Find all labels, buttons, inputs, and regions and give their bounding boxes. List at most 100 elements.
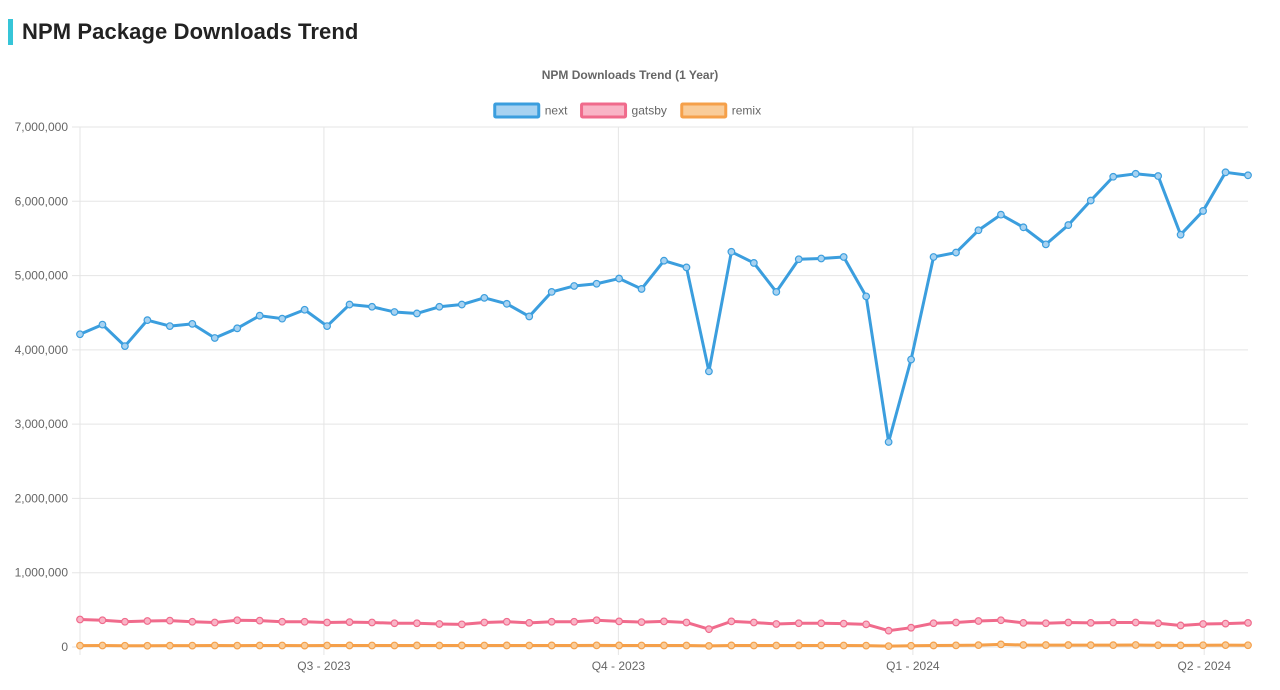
data-point-next[interactable] [749, 259, 758, 267]
data-point-remix[interactable] [121, 641, 129, 650]
data-point-next[interactable] [592, 279, 601, 288]
data-point-next[interactable] [839, 253, 848, 261]
data-point-remix[interactable] [907, 641, 915, 650]
data-point-remix[interactable] [188, 641, 197, 650]
data-point-next[interactable] [165, 322, 174, 330]
data-point-gatsby[interactable] [997, 616, 1005, 625]
data-point-remix[interactable] [1154, 641, 1163, 650]
data-point-remix[interactable] [368, 641, 376, 650]
data-point-next[interactable] [480, 293, 489, 302]
data-point-remix[interactable] [570, 641, 579, 650]
data-point-remix[interactable] [300, 641, 309, 650]
data-point-gatsby[interactable] [1199, 620, 1207, 628]
data-point-next[interactable] [952, 248, 960, 257]
data-point-gatsby[interactable] [413, 619, 421, 628]
data-point-remix[interactable] [457, 641, 466, 650]
data-point-remix[interactable] [929, 641, 938, 650]
data-point-next[interactable] [615, 274, 623, 283]
data-point-gatsby[interactable] [502, 617, 511, 626]
data-point-remix[interactable] [323, 641, 331, 650]
data-point-gatsby[interactable] [1221, 619, 1230, 628]
data-point-remix[interactable] [1176, 641, 1185, 650]
data-point-remix[interactable] [210, 641, 219, 650]
data-point-next[interactable] [547, 288, 556, 296]
data-point-gatsby[interactable] [1064, 618, 1073, 627]
data-point-gatsby[interactable] [278, 617, 287, 626]
data-point-remix[interactable] [862, 641, 871, 650]
data-point-remix[interactable] [1131, 641, 1140, 649]
data-point-remix[interactable] [525, 641, 534, 650]
data-point-remix[interactable] [502, 641, 511, 650]
data-point-remix[interactable] [278, 641, 287, 650]
data-point-remix[interactable] [637, 641, 646, 650]
data-point-next[interactable] [255, 311, 264, 320]
data-point-gatsby[interactable] [952, 618, 960, 627]
data-point-remix[interactable] [413, 641, 421, 650]
data-point-gatsby[interactable] [1041, 619, 1050, 628]
data-point-remix[interactable] [547, 641, 556, 650]
data-point-remix[interactable] [165, 641, 174, 650]
data-point-gatsby[interactable] [907, 623, 915, 632]
data-point-gatsby[interactable] [749, 618, 758, 627]
data-point-remix[interactable] [1109, 641, 1118, 650]
data-point-remix[interactable] [255, 641, 264, 650]
data-point-gatsby[interactable] [390, 619, 399, 628]
data-point-next[interactable] [907, 355, 915, 364]
data-point-next[interactable] [974, 226, 983, 235]
data-point-next[interactable] [76, 330, 84, 339]
data-point-gatsby[interactable] [772, 620, 781, 628]
data-point-next[interactable] [1221, 168, 1230, 177]
data-point-gatsby[interactable] [705, 625, 713, 634]
data-point-remix[interactable] [233, 641, 242, 650]
data-point-gatsby[interactable] [862, 620, 871, 629]
data-point-next[interactable] [278, 314, 287, 323]
data-point-next[interactable] [794, 255, 803, 264]
data-point-remix[interactable] [435, 641, 444, 650]
data-point-gatsby[interactable] [345, 618, 354, 627]
chart-legend[interactable]: next gatsby remix [493, 102, 761, 119]
data-point-gatsby[interactable] [660, 617, 668, 626]
data-point-gatsby[interactable] [884, 626, 893, 635]
data-point-remix[interactable] [345, 641, 354, 650]
data-point-remix[interactable] [997, 640, 1005, 649]
data-point-remix[interactable] [1064, 641, 1073, 649]
legend-item-gatsby[interactable]: gatsby [580, 102, 667, 119]
data-point-next[interactable] [323, 322, 331, 330]
data-point-next[interactable] [368, 302, 376, 311]
data-point-gatsby[interactable] [570, 617, 579, 626]
data-point-remix[interactable] [98, 641, 107, 650]
data-point-gatsby[interactable] [637, 618, 646, 627]
data-point-next[interactable] [997, 210, 1005, 219]
data-point-remix[interactable] [705, 641, 713, 650]
data-point-remix[interactable] [480, 641, 489, 650]
data-point-gatsby[interactable] [839, 619, 848, 628]
data-point-next[interactable] [637, 285, 646, 293]
data-point-remix[interactable] [952, 641, 960, 650]
data-point-gatsby[interactable] [210, 618, 219, 627]
data-point-gatsby[interactable] [323, 618, 331, 627]
data-point-gatsby[interactable] [615, 617, 623, 626]
data-point-gatsby[interactable] [300, 617, 309, 626]
data-point-gatsby[interactable] [457, 620, 466, 629]
data-point-next[interactable] [1109, 172, 1118, 181]
data-point-next[interactable] [1131, 169, 1140, 178]
data-point-remix[interactable] [1086, 641, 1095, 650]
data-point-gatsby[interactable] [592, 616, 601, 625]
data-point-remix[interactable] [794, 641, 803, 650]
data-point-gatsby[interactable] [727, 617, 736, 626]
data-point-gatsby[interactable] [682, 618, 691, 627]
data-point-next[interactable] [413, 309, 421, 318]
data-point-next[interactable] [457, 300, 466, 309]
data-point-gatsby[interactable] [1154, 619, 1163, 628]
data-point-next[interactable] [705, 367, 713, 376]
data-point-remix[interactable] [749, 641, 758, 650]
data-point-remix[interactable] [884, 642, 893, 651]
data-point-remix[interactable] [817, 641, 826, 650]
data-point-next[interactable] [300, 305, 309, 314]
data-point-next[interactable] [1154, 172, 1163, 180]
data-point-remix[interactable] [727, 641, 736, 650]
data-point-gatsby[interactable] [76, 615, 84, 624]
data-point-next[interactable] [1086, 196, 1095, 205]
data-point-next[interactable] [727, 247, 736, 256]
data-point-gatsby[interactable] [188, 617, 197, 626]
